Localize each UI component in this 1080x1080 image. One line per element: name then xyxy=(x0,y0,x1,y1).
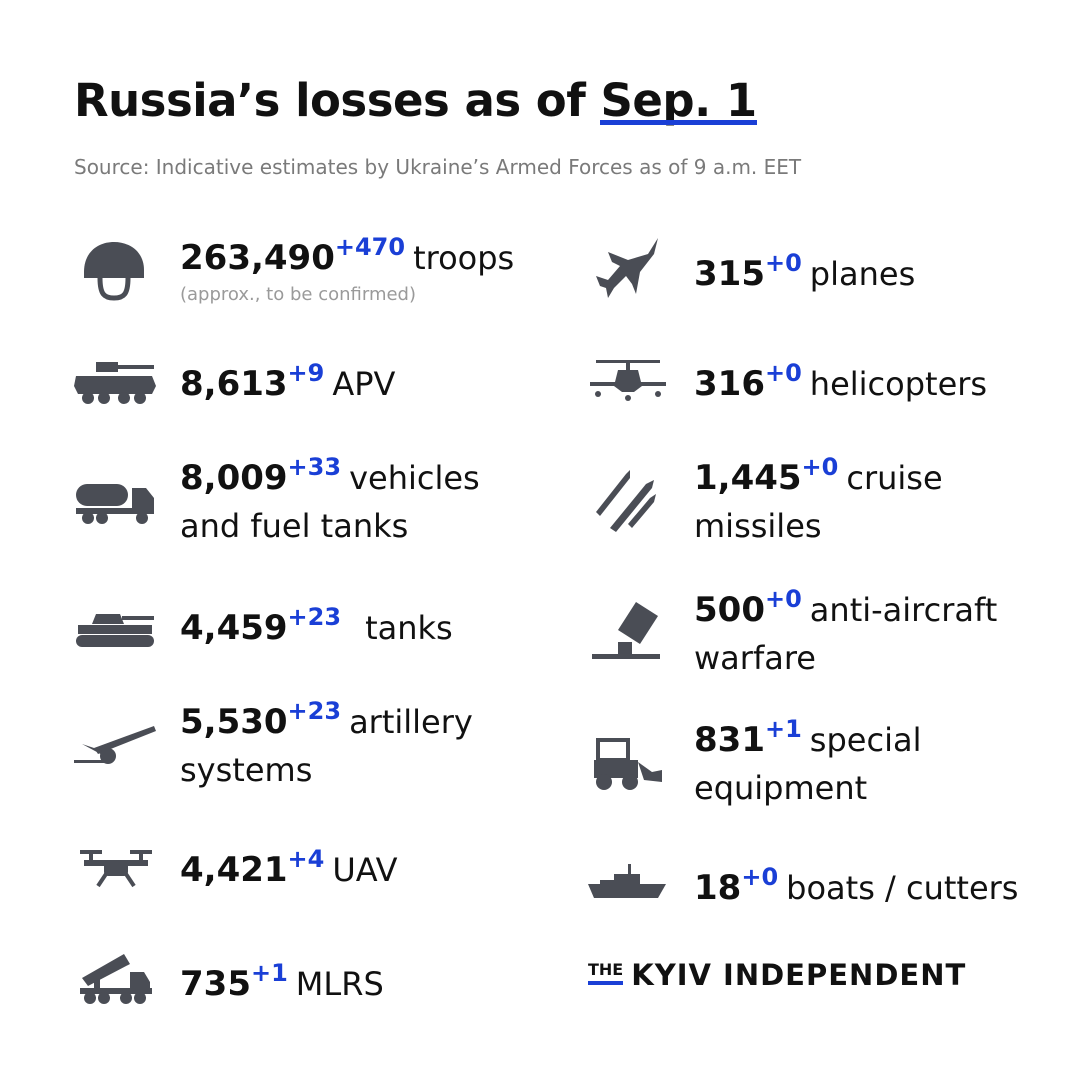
missiles-value: 1,445 xyxy=(694,458,802,498)
boats-delta: +0 xyxy=(741,863,779,891)
stat-missiles: 1,445+0 cruise missiles xyxy=(588,452,1058,552)
artillery-label-2: systems xyxy=(180,751,313,789)
drone-icon xyxy=(80,850,152,888)
vehicles-label: vehicles xyxy=(349,459,480,497)
title-date: Sep. 1 xyxy=(600,74,757,127)
apv-label: APV xyxy=(332,365,396,403)
boats-label: boats / cutters xyxy=(786,869,1019,907)
missiles-label: cruise xyxy=(846,459,943,497)
mlrs-value: 735 xyxy=(180,964,251,1004)
stat-mlrs: 735+1 MLRS xyxy=(74,946,554,1016)
planes-label: planes xyxy=(809,255,916,293)
special-value: 831 xyxy=(694,720,765,760)
boats-value: 18 xyxy=(694,868,742,908)
loader-icon xyxy=(594,738,662,790)
title-prefix: Russia’s losses as of xyxy=(74,74,586,127)
apv-value: 8,613 xyxy=(180,364,288,404)
stat-vehicles: 8,009+33 vehicles and fuel tanks xyxy=(74,452,554,552)
kyiv-independent-logo: THE KYIV INDEPENDENT xyxy=(588,958,966,995)
tanks-delta: +23 xyxy=(287,603,342,631)
antiair-delta: +0 xyxy=(764,585,802,613)
stat-special: 831+1 special equipment xyxy=(588,712,1058,812)
mlrs-icon xyxy=(80,954,152,1004)
logo-name: KYIV INDEPENDENT xyxy=(631,958,967,992)
stat-helicopters: 316+0 helicopters xyxy=(588,350,1058,420)
fuel-truck-icon xyxy=(76,484,154,524)
stat-troops: 263,490+470 troops (approx., to be confir… xyxy=(74,232,554,312)
planes-value: 315 xyxy=(694,254,765,294)
antiair-value: 500 xyxy=(694,590,765,630)
ship-icon xyxy=(588,864,666,898)
helicopter-icon xyxy=(590,360,666,401)
apc-icon xyxy=(74,362,156,404)
missile-icon xyxy=(596,470,656,532)
mlrs-delta: +1 xyxy=(250,959,288,987)
troops-label: troops xyxy=(413,239,515,277)
artillery-label: artillery xyxy=(349,703,473,741)
missiles-label-2: missiles xyxy=(694,507,822,545)
tanks-value: 4,459 xyxy=(180,608,288,648)
tanks-label: tanks xyxy=(365,609,453,647)
special-delta: +1 xyxy=(764,715,802,743)
apv-delta: +9 xyxy=(287,359,325,387)
uav-label: UAV xyxy=(332,851,398,889)
antiair-label-2: warfare xyxy=(694,639,816,677)
stat-uav: 4,421+4 UAV xyxy=(74,840,554,910)
stat-artillery: 5,530+23 artillery systems xyxy=(74,696,554,796)
mlrs-label: MLRS xyxy=(295,965,384,1003)
stat-planes: 315+0 planes xyxy=(588,236,1058,306)
vehicles-delta: +33 xyxy=(287,453,342,481)
stat-boats: 18+0 boats / cutters xyxy=(588,856,1058,926)
antiair-label: anti-aircraft xyxy=(809,591,998,629)
anti-aircraft-icon xyxy=(592,602,660,659)
vehicles-label-2: and fuel tanks xyxy=(180,507,409,545)
helicopters-label: helicopters xyxy=(809,365,988,403)
stat-antiair: 500+0 anti-aircraft warfare xyxy=(588,582,1058,682)
special-label-2: equipment xyxy=(694,769,868,807)
uav-delta: +4 xyxy=(287,845,325,873)
uav-value: 4,421 xyxy=(180,850,288,890)
artillery-icon xyxy=(74,726,156,764)
helmet-icon xyxy=(84,242,144,301)
special-label: special xyxy=(809,721,922,759)
troops-value: 263,490 xyxy=(180,238,335,278)
planes-delta: +0 xyxy=(764,249,802,277)
tank-icon xyxy=(76,614,154,647)
stat-apv: 8,613+9 APV xyxy=(74,350,554,420)
missiles-delta: +0 xyxy=(801,453,839,481)
jet-icon xyxy=(596,238,658,298)
stat-tanks: 4,459+23 tanks xyxy=(74,600,554,670)
logo-the: THE xyxy=(588,960,624,985)
vehicles-value: 8,009 xyxy=(180,458,288,498)
helicopters-delta: +0 xyxy=(764,359,802,387)
page-title: Russia’s losses as of Sep. 1 xyxy=(74,74,757,127)
artillery-value: 5,530 xyxy=(180,702,288,742)
troops-note: (approx., to be confirmed) xyxy=(180,284,416,305)
troops-delta: +470 xyxy=(334,233,406,261)
helicopters-value: 316 xyxy=(694,364,765,404)
source-note: Source: Indicative estimates by Ukraine’… xyxy=(74,155,802,179)
artillery-delta: +23 xyxy=(287,697,342,725)
